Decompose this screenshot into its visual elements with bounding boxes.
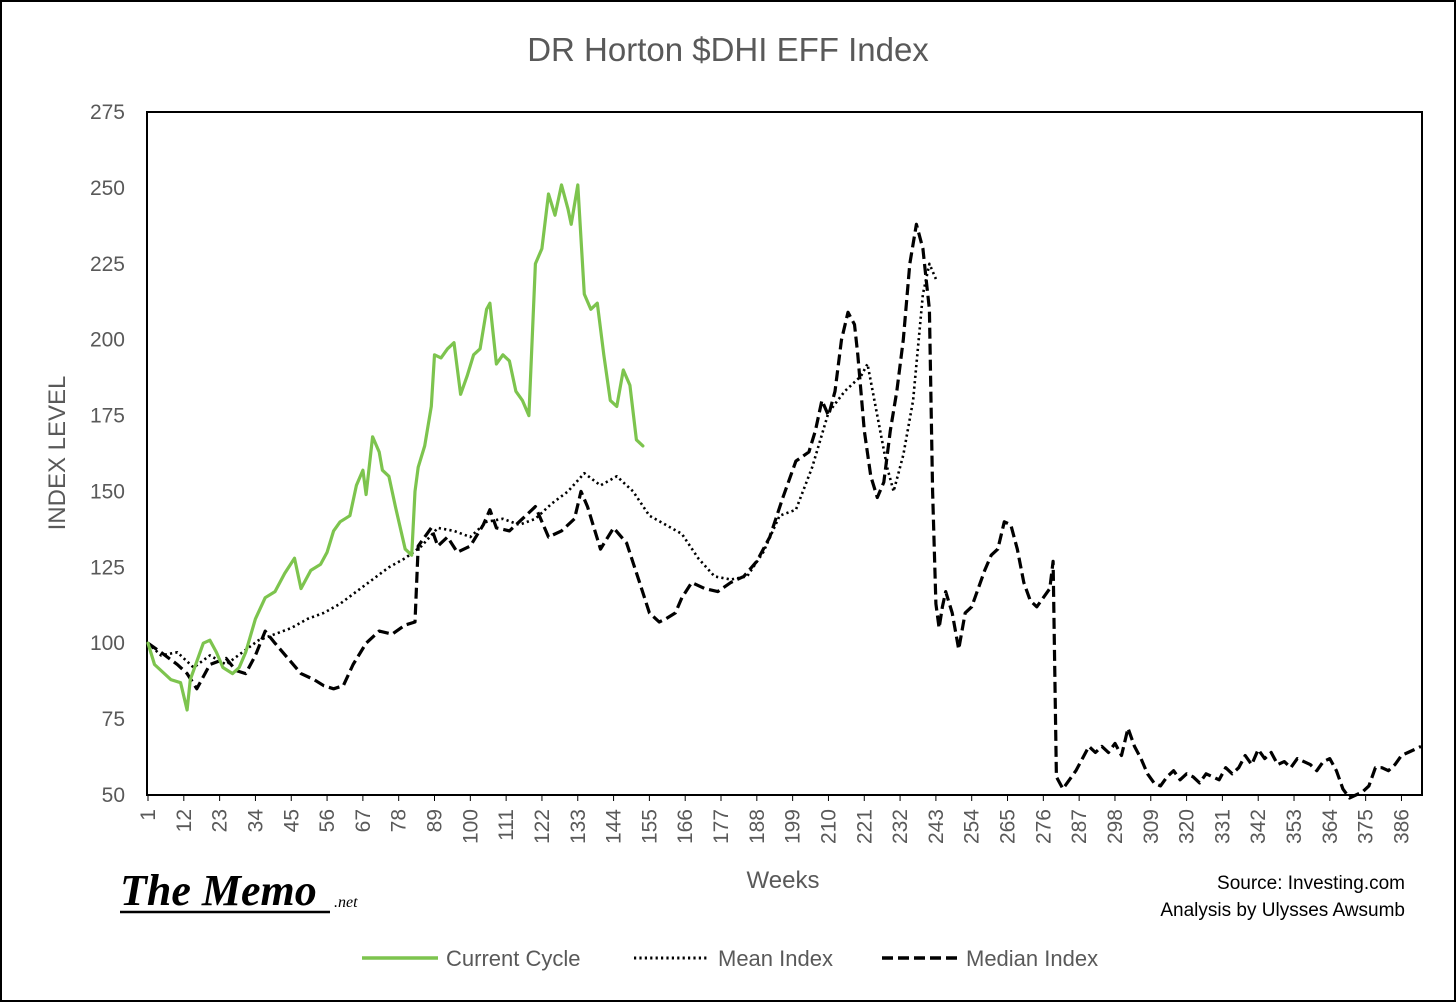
y-axis-label: INDEX LEVEL [44, 376, 71, 531]
x-tick-label: 232 [889, 809, 912, 844]
logo: The Memo .net [120, 866, 358, 915]
y-tick-label: 100 [90, 632, 125, 655]
x-tick-label: 188 [746, 809, 769, 844]
x-tick-label: 298 [1104, 809, 1127, 844]
x-tick-label: 111 [495, 809, 518, 841]
series-line-median-index [147, 222, 1422, 800]
x-tick-label: 100 [459, 809, 482, 844]
x-tick-label: 78 [388, 809, 411, 832]
legend-label-current-cycle: Current Cycle [446, 946, 580, 971]
x-tick-label: 276 [1032, 809, 1055, 844]
x-tick-label: 67 [352, 809, 375, 832]
series-layer [146, 183, 1422, 800]
y-tick-label: 50 [102, 784, 125, 807]
y-tick-label: 150 [90, 480, 125, 503]
x-axis-label: Weeks [747, 867, 820, 894]
x-tick-label: 144 [603, 809, 626, 844]
legend-label-median-index: Median Index [966, 946, 1098, 971]
x-tick-label: 353 [1283, 809, 1306, 844]
x-axis-ticks: 1 12 23 34 45 56 67 78 89 100 111 122 133 144 155 166 17… [137, 795, 1413, 844]
x-tick-label: 155 [638, 809, 661, 844]
x-tick-label: 89 [424, 809, 447, 832]
y-tick-label: 225 [90, 253, 125, 276]
logo-text: The Memo [120, 866, 317, 915]
x-tick-label: 12 [173, 809, 196, 832]
series-line-current-cycle [146, 183, 645, 712]
x-tick-label: 309 [1140, 809, 1163, 844]
y-axis-ticks: 50 75 100 125 150 175 200 225 250 275 [90, 101, 125, 807]
x-tick-label: 221 [853, 809, 876, 844]
legend: Current Cycle Mean Index Median Index [362, 946, 1098, 971]
x-tick-label: 287 [1068, 809, 1091, 844]
x-tick-label: 331 [1211, 809, 1234, 844]
y-tick-label: 200 [90, 329, 125, 352]
x-tick-label: 386 [1390, 809, 1413, 844]
y-tick-label: 175 [90, 405, 125, 428]
y-tick-label: 75 [102, 708, 125, 731]
chart-title: DR Horton $DHI EFF Index [527, 31, 929, 68]
x-tick-label: 199 [782, 809, 805, 844]
x-tick-label: 177 [710, 809, 733, 844]
series-line-mean-index [147, 262, 938, 669]
x-tick-label: 364 [1319, 809, 1342, 844]
logo-suffix: .net [334, 894, 358, 911]
legend-label-mean-index: Mean Index [718, 946, 833, 971]
x-tick-label: 342 [1247, 809, 1270, 844]
source-line-2: Analysis by Ulysses Awsumb [1160, 900, 1405, 921]
x-tick-label: 265 [997, 809, 1020, 844]
x-tick-label: 166 [674, 809, 697, 844]
x-tick-label: 34 [244, 809, 267, 833]
plot-area [146, 111, 1423, 796]
y-tick-label: 125 [90, 556, 125, 579]
y-tick-label: 275 [90, 101, 125, 124]
x-tick-label: 122 [531, 809, 554, 844]
source-line-1: Source: Investing.com [1217, 873, 1405, 894]
x-tick-label: 1 [137, 809, 160, 821]
y-tick-label: 250 [90, 177, 125, 200]
x-tick-label: 210 [817, 809, 840, 844]
x-tick-label: 320 [1176, 809, 1199, 844]
x-tick-label: 23 [209, 809, 232, 832]
x-tick-label: 243 [925, 809, 948, 844]
x-tick-label: 133 [567, 809, 590, 844]
x-tick-label: 375 [1355, 809, 1378, 844]
x-tick-label: 56 [316, 809, 339, 832]
x-tick-label: 254 [961, 809, 984, 844]
x-tick-label: 45 [280, 809, 303, 832]
